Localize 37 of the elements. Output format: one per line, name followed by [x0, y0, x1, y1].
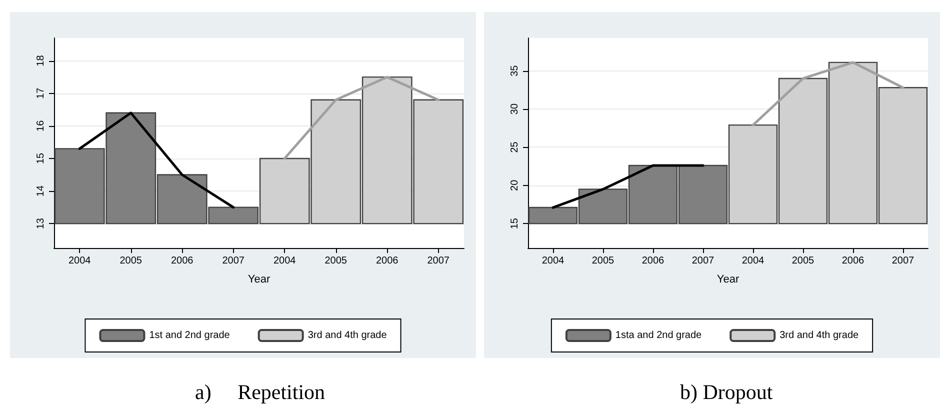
y-tick-label: 35 — [510, 64, 520, 76]
legend-label: 1sta and 2nd grade — [615, 330, 702, 341]
y-tick-label: 17 — [36, 87, 46, 99]
x-tick-label: 2005 — [324, 256, 348, 266]
y-tick-label: 15 — [36, 152, 46, 164]
y-tick-label: 20 — [510, 179, 520, 191]
x-tick-label: 2006 — [842, 256, 865, 266]
y-tick-label: 15 — [510, 218, 520, 230]
legend-label: 3rd and 4th grade — [308, 330, 388, 341]
x-tick-label: 2005 — [592, 256, 615, 266]
x-tick-label: 2005 — [120, 256, 142, 266]
x-tick-label: 2004 — [742, 256, 765, 266]
line-series — [752, 61, 904, 126]
y-tick-label: 30 — [510, 103, 520, 115]
line-series — [78, 112, 235, 209]
x-tick-label: 2007 — [892, 256, 915, 266]
x-tick-label: 2007 — [692, 256, 715, 266]
x-tick-label: 2006 — [642, 256, 665, 266]
x-tick-label: 2005 — [792, 256, 815, 266]
text: b) Dropout — [680, 380, 773, 405]
x-tick-label: 2006 — [376, 256, 399, 266]
x-axis-title: Year — [716, 274, 740, 286]
y-tick-label: 25 — [510, 141, 520, 153]
legend-label: 1st and 2nd grade — [149, 330, 230, 341]
y-tick-label: 14 — [36, 185, 46, 197]
y-tick-label: 18 — [36, 54, 46, 66]
x-tick-label: 2004 — [68, 256, 92, 266]
text: a) Repetition — [195, 380, 326, 405]
x-tick-label: 2006 — [171, 256, 194, 266]
x-tick-label: 2004 — [274, 256, 296, 266]
legend-label: 3rd and 4th grade — [780, 330, 860, 341]
y-tick-label: 13 — [36, 218, 46, 230]
x-tick-label: 2007 — [427, 256, 450, 266]
x-tick-label: 2004 — [542, 256, 565, 266]
y-tick-label: 16 — [36, 120, 46, 132]
x-tick-label: 2007 — [222, 256, 245, 266]
x-axis-title: Year — [248, 274, 270, 286]
